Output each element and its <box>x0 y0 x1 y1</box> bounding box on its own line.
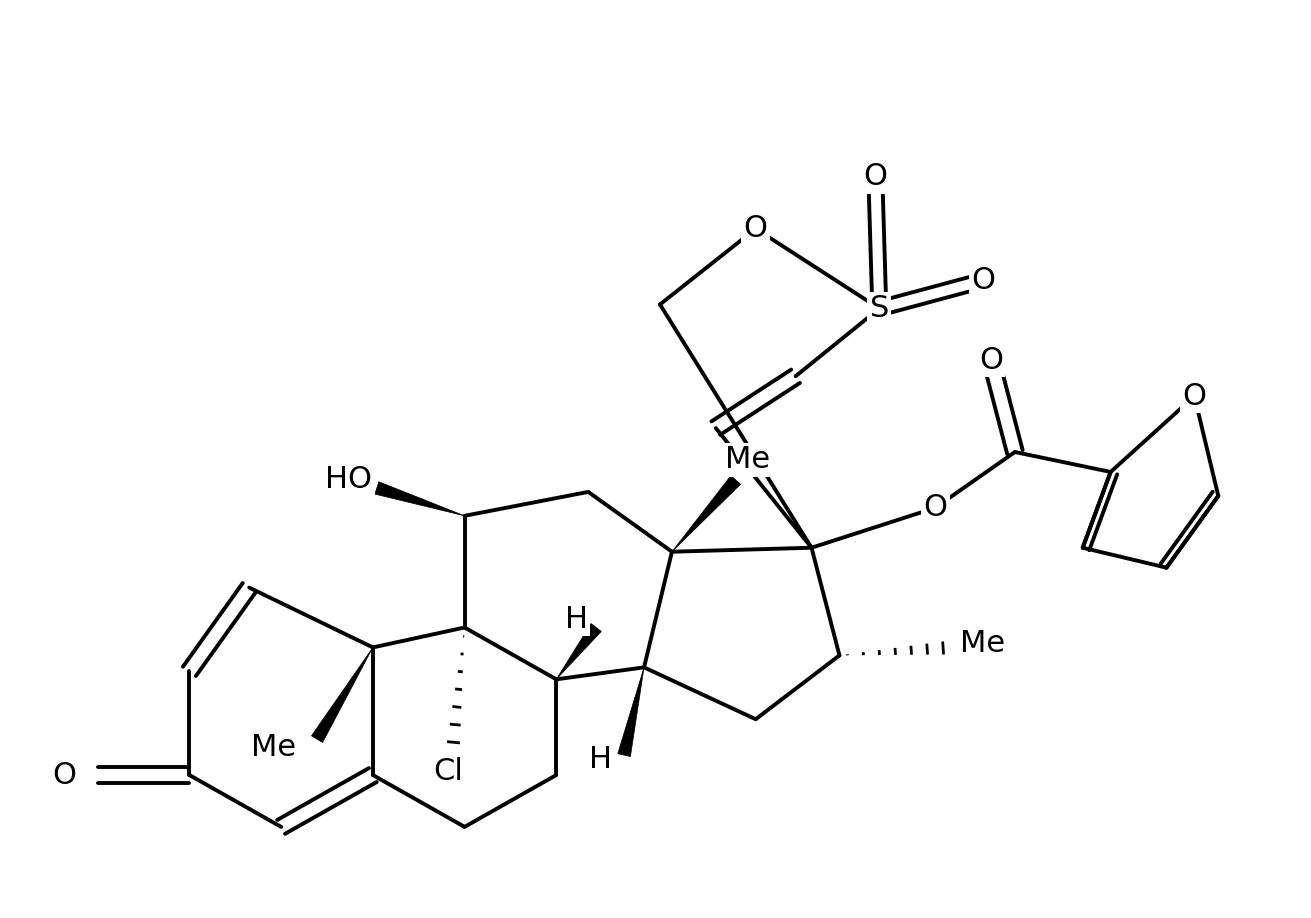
Polygon shape <box>673 476 741 552</box>
Text: H: H <box>589 744 612 774</box>
Text: O: O <box>971 266 995 295</box>
Text: S: S <box>869 294 889 323</box>
Text: O: O <box>52 760 76 789</box>
Polygon shape <box>617 667 644 756</box>
Text: O: O <box>923 493 947 522</box>
Polygon shape <box>556 623 602 679</box>
Text: O: O <box>1183 382 1206 410</box>
Text: O: O <box>864 162 888 191</box>
Text: Me: Me <box>961 629 1006 658</box>
Polygon shape <box>312 647 372 743</box>
Text: O: O <box>979 346 1003 375</box>
Text: H: H <box>565 605 587 634</box>
Polygon shape <box>375 482 464 516</box>
Text: Cl: Cl <box>434 756 464 786</box>
Text: Me: Me <box>250 733 296 762</box>
Text: HO: HO <box>325 465 372 495</box>
Text: Me: Me <box>725 445 771 475</box>
Text: O: O <box>743 214 768 243</box>
